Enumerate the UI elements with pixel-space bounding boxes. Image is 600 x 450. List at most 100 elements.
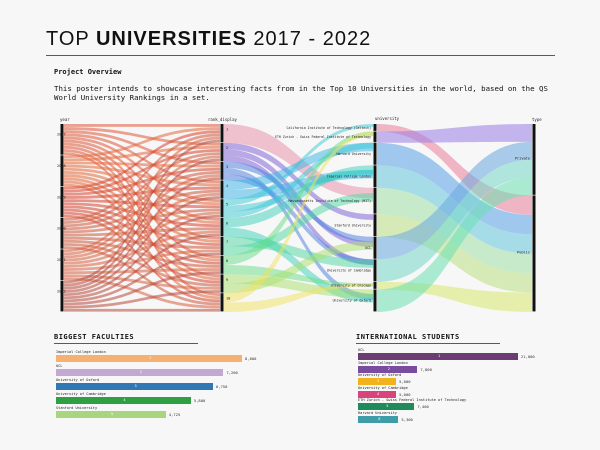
bar-label: University of Cambridge [358,385,408,390]
university-axis-title: university [375,116,400,121]
bar-label: UCL [358,348,365,352]
flow-year-rank [64,205,220,246]
bar [56,355,242,362]
flow-year-rank [64,230,220,268]
flow-rank-university [224,142,373,218]
bar [358,390,397,398]
flow-year-rank [64,124,220,127]
rank-label: 3 [226,165,228,169]
rank-label: 8 [226,259,228,263]
type-label: Public [517,251,530,255]
bar [56,369,224,376]
rank-label: 9 [226,278,228,282]
rank-label: 10 [226,297,230,301]
rank-node [220,161,224,180]
flow-rank-university [224,193,373,256]
year-node [60,155,64,187]
university-label: California Institute of Technology (Calt… [287,126,372,130]
flow-year-rank [64,199,220,209]
type-node [532,195,536,312]
bar-index-label: 5 [110,412,114,416]
bar-label: ETH Zurich - Swiss Federal Institute of … [358,398,467,402]
flow-rank-university [224,131,373,265]
rank-label: 7 [226,240,228,244]
university-label: ETH Zurich - Swiss Federal Institute of … [275,135,371,139]
flow-year-rank [64,196,220,293]
flow-university-type [377,159,532,282]
bar [56,383,213,390]
year-node [60,218,64,249]
bar-value-label: 8,000 [245,356,257,361]
international-heading: INTERNATIONAL STUDENTS [356,333,460,341]
flow-year-rank [64,308,220,312]
university-node [373,165,377,188]
international-bar-chart: UCL 1 21,000 Imperial College London 2 7,800 U… [358,348,558,428]
bar-value-label: 5,000 [399,391,411,397]
university-label: UCL [365,246,371,250]
flow-rank-university [224,174,373,265]
flow-year-rank [64,167,220,196]
flow-year-rank [64,152,220,297]
university-node [373,187,377,214]
flow-year-rank [64,183,220,300]
flow-year-rank [64,139,220,221]
bar-index-label: 2 [139,370,142,374]
flow-year-rank [64,249,220,271]
sankey-chart: 2017 2018 2019 2020 2021 2022 1 2 3 4 5 6 7 8 9 10 Calif… [57,116,542,312]
type-axis-title: type [532,117,542,122]
year-label: 2022 [57,289,66,293]
flow-year-rank [64,171,220,228]
page-title: TOP UNIVERSITIES 2017 - 2022 [46,28,372,50]
bar-index-label: 2 [387,366,390,371]
university-label: University of Oxford [333,299,371,303]
year-node [60,186,64,218]
university-label: University of Chicago [331,284,371,288]
flow-year-rank [64,139,220,284]
flow-year-rank [64,155,220,256]
university-node [373,131,377,143]
bar [358,403,415,410]
rank-node [220,236,224,255]
rank-node [220,124,224,143]
flow-year-rank [64,246,220,306]
flow-year-rank [64,127,220,146]
university-node [373,281,377,289]
university-label: Harvard University [336,152,371,156]
rank-node [220,180,224,199]
bar-index-label: 3 [377,379,380,383]
flow-university-type [377,124,532,143]
bar [56,397,191,404]
university-label: Imperial College London [327,175,371,179]
flow-university-type [377,141,532,260]
flow-year-rank [64,274,220,290]
university-label: Massachusetts Institute of Technology (M… [288,199,371,203]
bar [56,411,166,418]
flow-university-type [377,177,532,312]
flow-year-rank [64,214,220,303]
flow-year-rank [64,202,220,228]
bar [358,378,397,385]
flow-year-rank [64,174,220,243]
flow-rank-university [224,124,373,206]
flow-year-rank [64,136,220,253]
type-label: Private [515,157,530,161]
flow-year-rank [64,177,220,290]
bar-value-label: 21,000 [521,354,535,359]
bar-value-label: 7,800 [420,366,432,372]
flow-year-rank [64,208,220,265]
rank-label: 4 [226,184,228,188]
title-divider [46,55,555,56]
flow-rank-university [224,124,373,199]
rank-axis-title: rank_display [208,117,237,122]
bar-label: UCL [56,364,63,368]
flow-year-rank [64,239,220,268]
flow-year-rank [64,149,220,193]
bar-index-label: 6 [378,416,381,421]
flow-year-rank [64,211,220,284]
bar [358,353,518,360]
flow-year-rank [64,130,220,190]
university-node [373,289,377,312]
flow-rank-university [224,131,373,303]
flow-year-rank [64,208,220,234]
year-label: 2020 [57,227,66,231]
